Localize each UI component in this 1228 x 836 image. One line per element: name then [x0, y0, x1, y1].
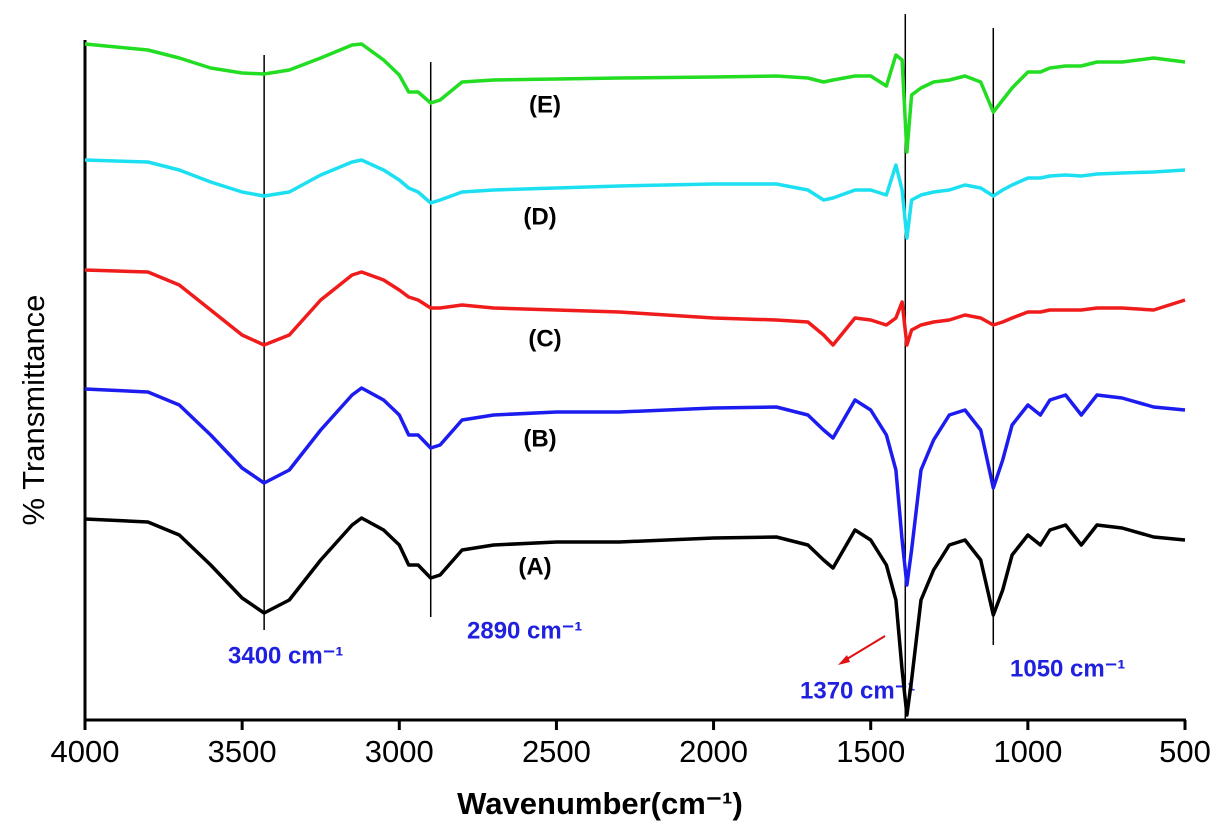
series-label: (B)	[523, 425, 556, 452]
annotation-label: 2890 cm⁻¹	[467, 617, 582, 644]
x-tick-label: 3500	[208, 734, 277, 769]
x-tick-label: 1500	[836, 734, 905, 769]
series-label: (C)	[528, 325, 561, 352]
spectrum-line	[84, 516, 1186, 717]
spectrum-line	[84, 386, 1186, 587]
annotation-label: 3400 cm⁻¹	[228, 642, 343, 669]
x-tick-label: 2500	[522, 734, 591, 769]
spectrum-line	[84, 42, 1186, 154]
x-axis-label: Wavenumber(cm⁻¹)	[457, 786, 743, 821]
spectrum-line	[84, 158, 1186, 240]
spectrum-line	[84, 268, 1186, 347]
series-label: (D)	[523, 203, 556, 230]
arrow	[841, 635, 886, 663]
x-tick-label: 2000	[679, 734, 748, 769]
arrow-head	[838, 655, 850, 665]
x-tick-label: 1000	[993, 734, 1062, 769]
annotation-label: 1370 cm⁻¹	[800, 677, 915, 704]
series-label: (E)	[529, 91, 561, 118]
x-tick-label: 4000	[51, 734, 120, 769]
annotation-label: 1050 cm⁻¹	[1010, 655, 1125, 682]
series-label: (A)	[518, 553, 551, 580]
x-tick-label: 500	[1159, 734, 1211, 769]
x-tick-label: 3000	[365, 734, 434, 769]
y-axis-label: % Transmittance	[16, 295, 51, 526]
